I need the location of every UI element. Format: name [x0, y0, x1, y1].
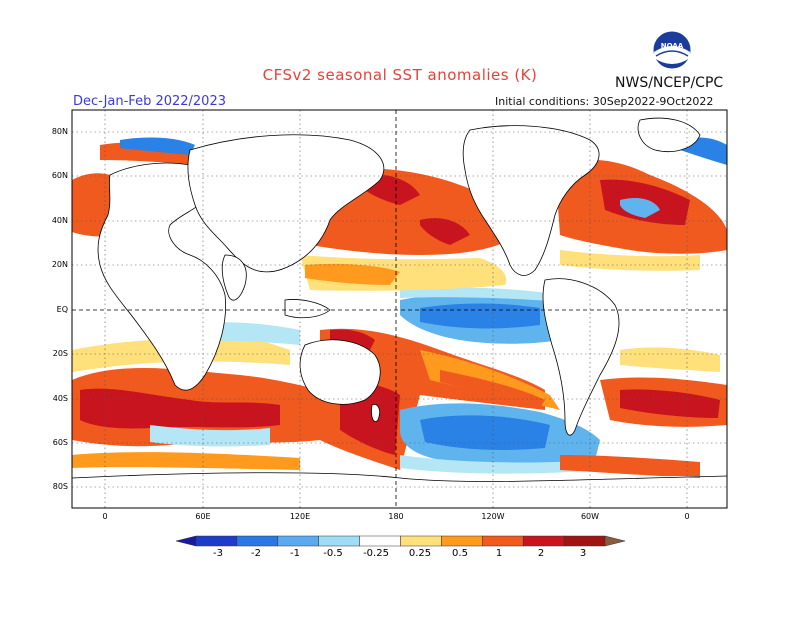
colorbar-label: -1 — [290, 548, 300, 559]
lon-label-60w: 60W — [580, 512, 600, 521]
colorbar-label: -2 — [251, 548, 261, 559]
colorbar-label: 1 — [495, 548, 503, 559]
noaa-logo: NOAA — [652, 30, 692, 70]
map-title: CFSv2 seasonal SST anomalies (K) — [262, 66, 538, 84]
colorbar-label: 2 — [537, 548, 545, 559]
colorbar-label: -0.5 — [323, 548, 343, 559]
lon-label-120w: 120W — [481, 512, 505, 521]
lon-label-60e: 60E — [195, 512, 211, 521]
lon-label-120e: 120E — [289, 512, 311, 521]
lat-label-eq: EQ — [56, 305, 68, 314]
lon-label-0-east: 0 — [684, 512, 690, 521]
lat-label-20n: 20N — [51, 260, 68, 269]
lat-label-40s: 40S — [52, 394, 68, 403]
lon-label-0: 0 — [102, 512, 108, 521]
lat-label-40n: 40N — [51, 216, 68, 225]
svg-text:NOAA: NOAA — [661, 42, 684, 50]
colorbar-label: -3 — [213, 548, 223, 559]
colorbar-label: 0.25 — [408, 548, 432, 559]
initial-conditions: Initial conditions: 30Sep2022-9Oct2022 — [495, 95, 714, 108]
lat-label-80n: 80N — [51, 127, 68, 136]
colorbar-label: -0.25 — [363, 548, 389, 559]
agency-label: NWS/NCEP/CPC — [615, 75, 724, 91]
colorbar-label: 0.5 — [452, 548, 468, 559]
lat-label-60s: 60S — [52, 438, 68, 447]
lat-label-20s: 20S — [52, 349, 68, 358]
forecast-period: Dec-Jan-Feb 2022/2023 — [73, 94, 226, 109]
lat-label-60n: 60N — [51, 171, 68, 180]
lat-label-80s: 80S — [52, 482, 68, 491]
lon-label-180: 180 — [388, 512, 404, 521]
colorbar-label: 3 — [579, 548, 587, 559]
